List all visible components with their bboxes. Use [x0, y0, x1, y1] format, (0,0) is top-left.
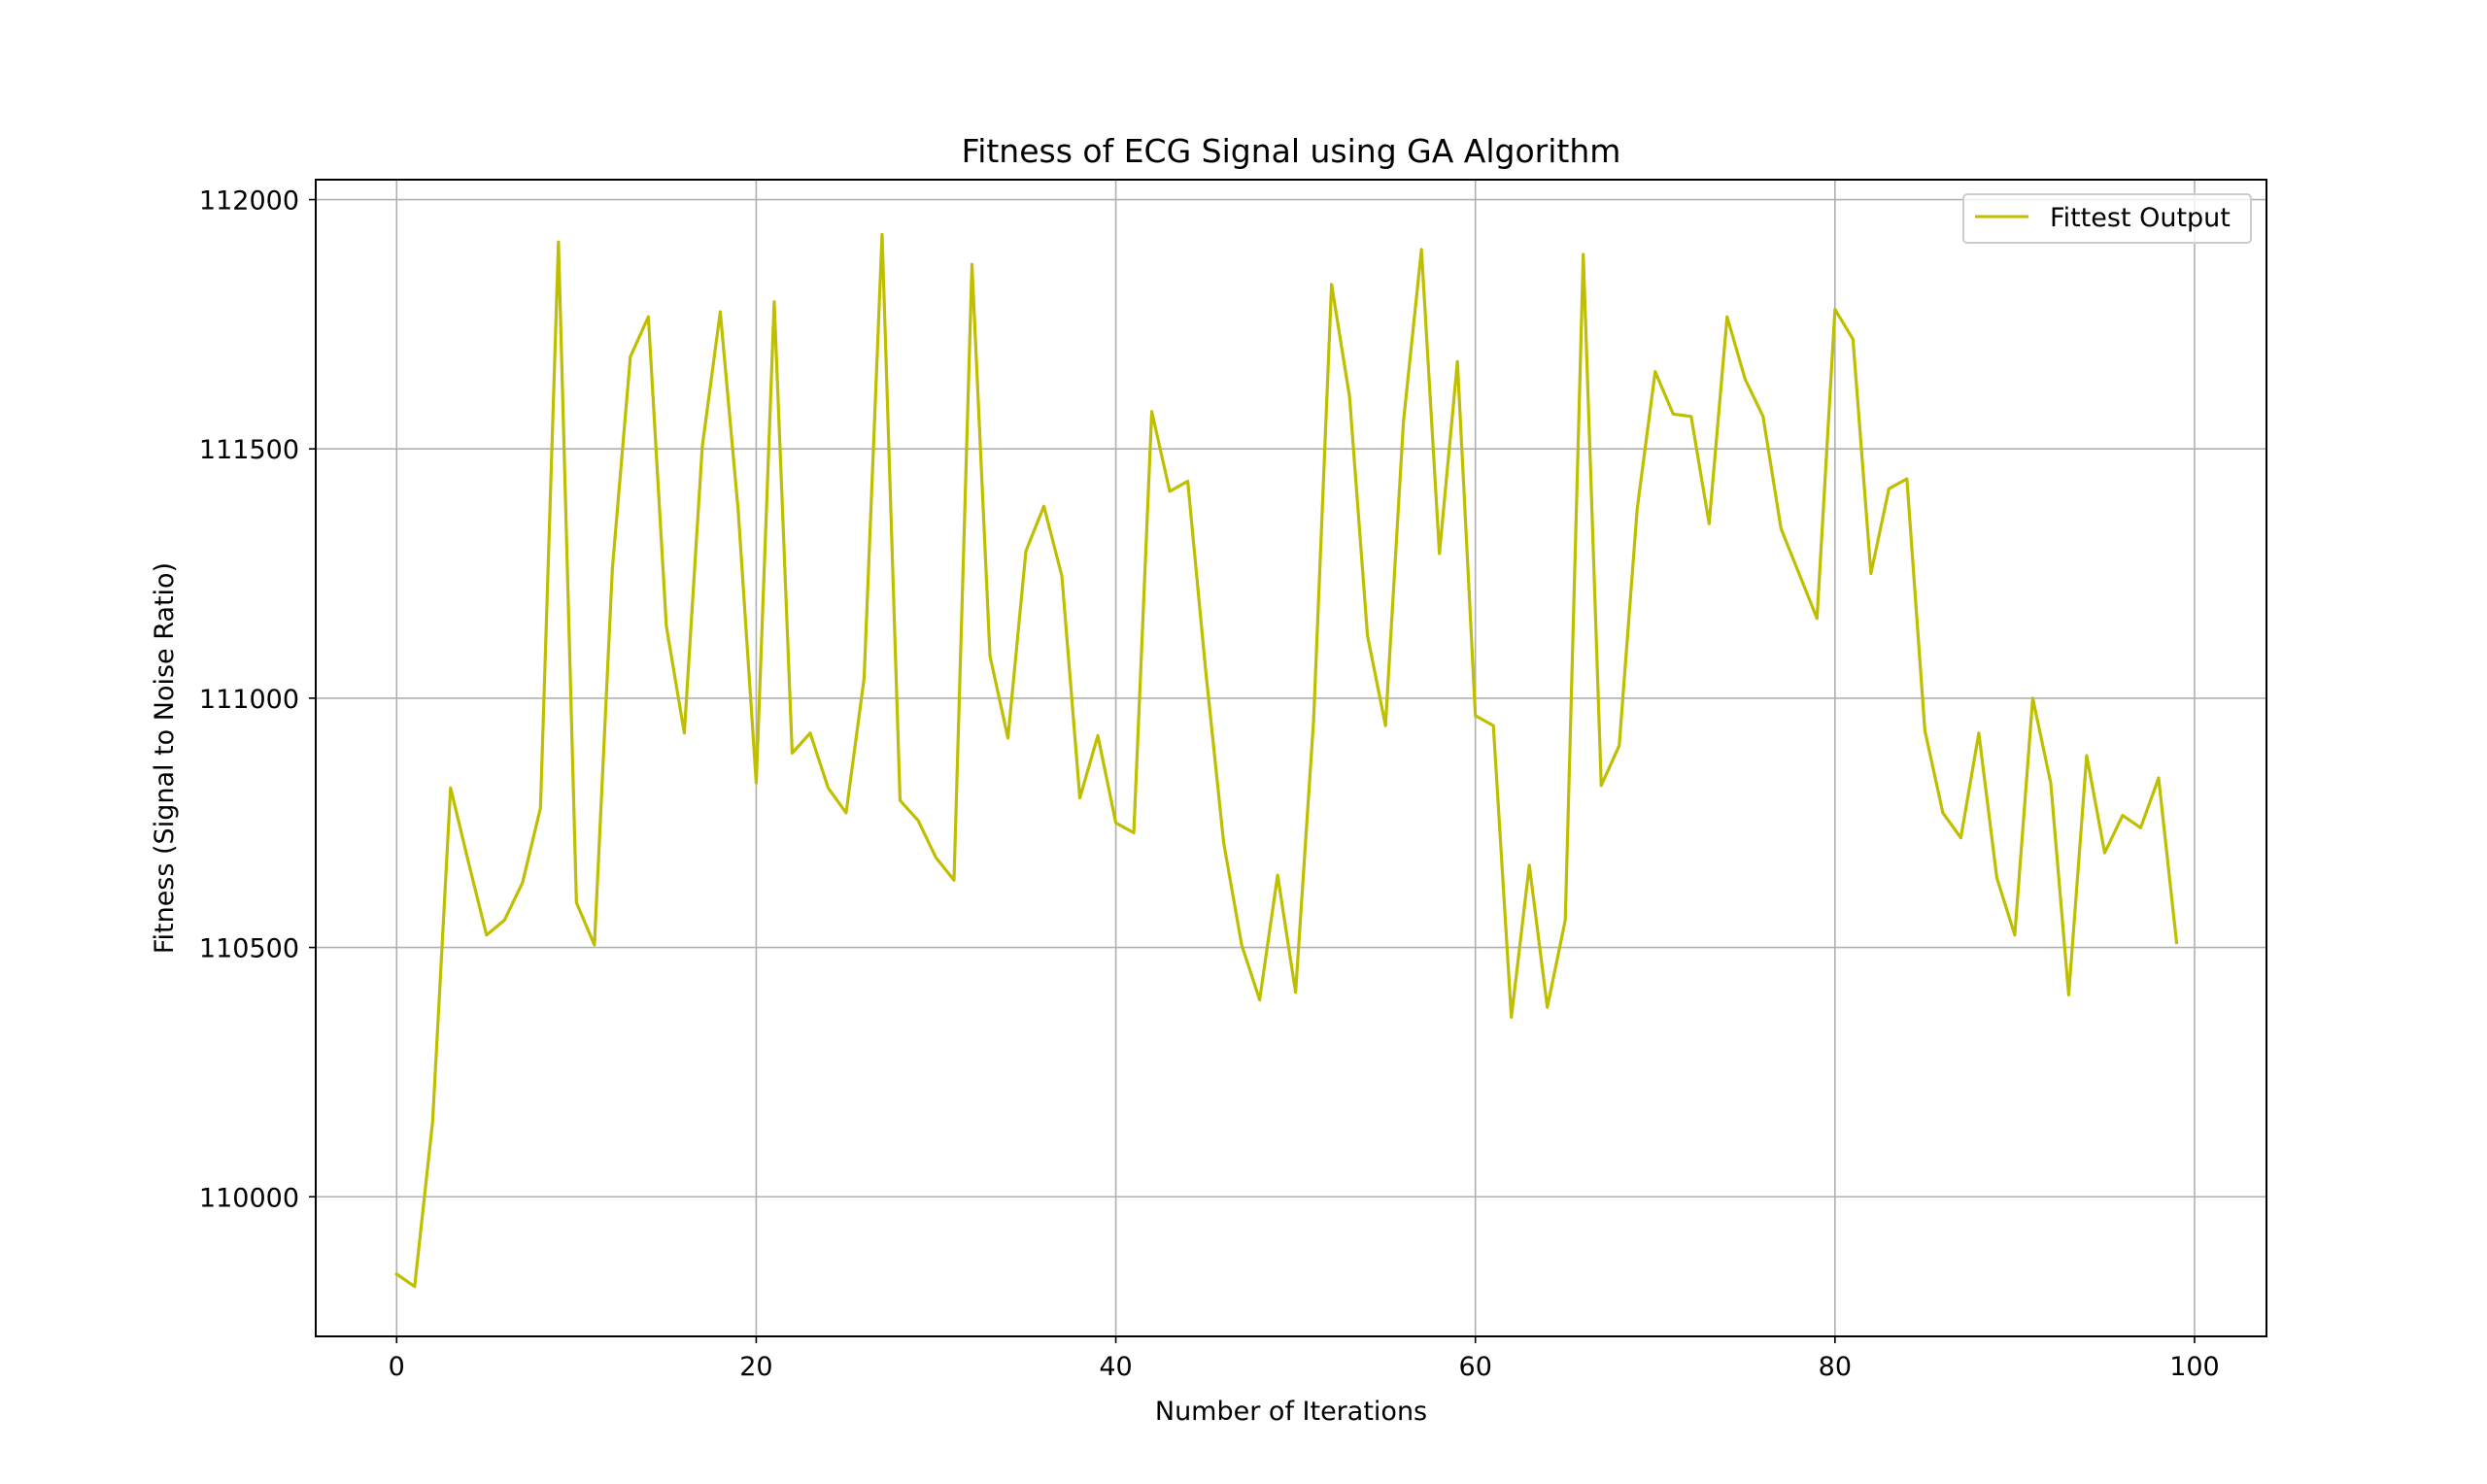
legend: Fittest Output [1962, 193, 2252, 244]
x-tick-label: 40 [1099, 1352, 1132, 1382]
y-tick-label: 112000 [199, 186, 299, 217]
series-layer [394, 232, 2179, 1289]
series-line [394, 232, 2179, 1289]
y-tick-label: 110000 [199, 1183, 299, 1213]
x-tick-label: 80 [1819, 1352, 1852, 1382]
x-tick-label: 100 [2169, 1352, 2220, 1382]
y-axis-label: Fitness (Signal to Noise Ratio) [150, 562, 180, 954]
x-tick-label: 60 [1459, 1352, 1492, 1382]
grid [316, 180, 2266, 1336]
x-axis-label: Number of Iterations [1155, 1397, 1427, 1427]
chart-title: Fitness of ECG Signal using GA Algorithm [962, 132, 1621, 170]
legend-label: Fittest Output [2050, 203, 2231, 233]
y-tick-label: 111000 [199, 685, 299, 715]
x-tick-label: 20 [739, 1352, 772, 1382]
y-tick-label: 111500 [199, 435, 299, 465]
axis-ticks: 0 20 40 60 80 100 110000 110500 111000 111500 1120… [199, 186, 2220, 1382]
y-tick-label: 110500 [199, 934, 299, 964]
x-tick-label: 0 [389, 1352, 405, 1382]
legend-box [1962, 193, 2252, 244]
plot-frame [315, 179, 2267, 1337]
